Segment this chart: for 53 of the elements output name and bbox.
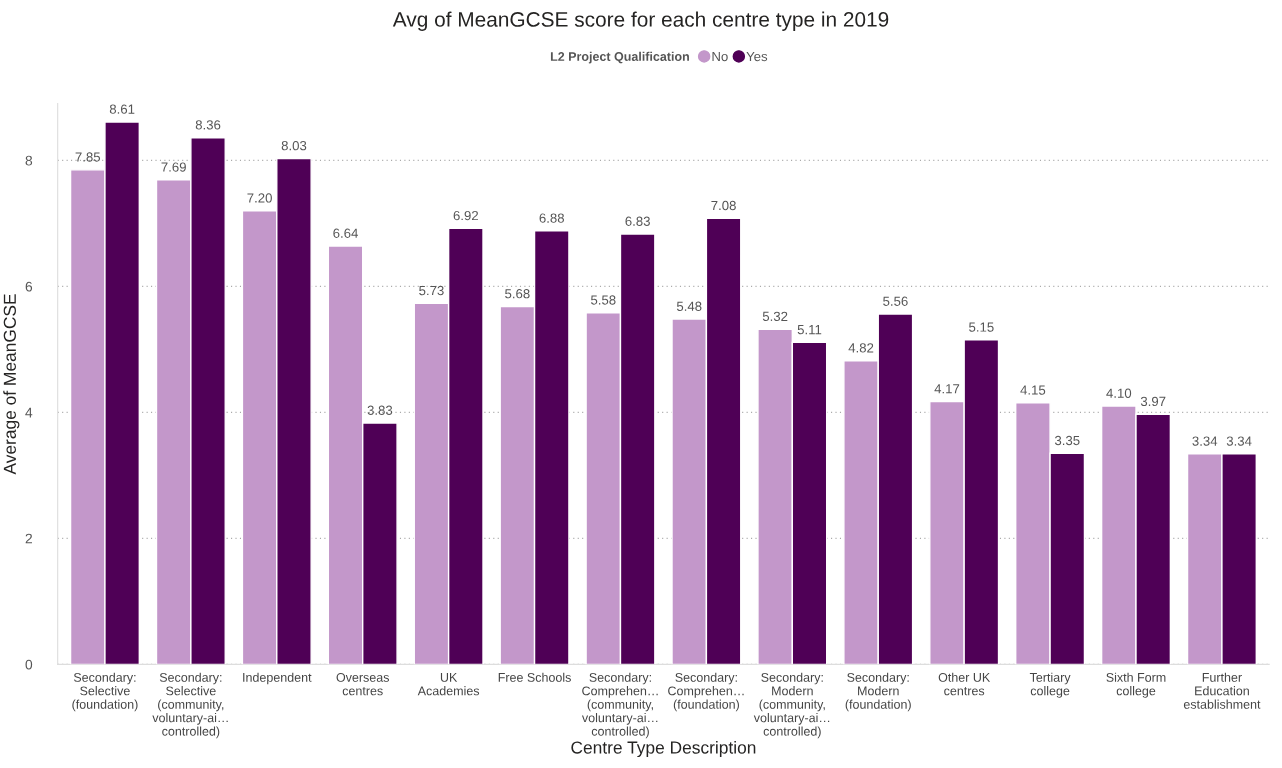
x-tick-label: Secondary: Selective (foundation): [72, 672, 138, 712]
legend-title: L2 Project Qualification: [550, 51, 689, 64]
y-tick-label: 2: [25, 533, 32, 544]
x-tick-label: Secondary: Selective (community, voluntary-ai… controlled): [152, 672, 228, 739]
data-label: 6.64: [333, 228, 358, 238]
data-label: 8.03: [281, 140, 307, 151]
x-tick-label: Tertiary college: [1029, 672, 1071, 698]
x-tick-label: Overseas centres: [336, 672, 390, 696]
y-tick-label: 8: [25, 155, 33, 166]
data-label: 5.48: [676, 301, 702, 311]
data-label: 7.08: [711, 200, 736, 211]
data-label: 5.58: [590, 295, 616, 305]
y-axis-title: Average of MeanGCSE: [3, 294, 20, 475]
data-label: 5.11: [797, 325, 822, 335]
data-label: 3.97: [1140, 396, 1166, 407]
data-label: 5.32: [762, 311, 788, 322]
chart-title: Avg of MeanGCSE score for each centre type in 2019: [392, 11, 889, 31]
legend-label: No: [712, 51, 728, 62]
data-label: 6.88: [539, 213, 564, 223]
data-label: 6.92: [453, 210, 478, 221]
y-tick-label: 0: [25, 659, 33, 670]
data-label: 5.15: [969, 322, 994, 332]
x-tick-label: Secondary: Modern (foundation): [845, 672, 911, 712]
data-label: 4.17: [934, 384, 960, 394]
data-label: 3.35: [1054, 435, 1080, 446]
data-label: 7.20: [247, 193, 272, 203]
data-label: 3.83: [367, 405, 393, 415]
x-tick-label: Secondary: Comprehen… (foundation): [668, 672, 744, 712]
x-axis-title: Centre Type Description: [571, 740, 756, 758]
legend-label: Yes: [746, 51, 768, 62]
data-label: 4.15: [1020, 385, 1046, 395]
data-label: 5.73: [419, 285, 444, 296]
data-label: 8.36: [195, 120, 221, 130]
data-label: 4.82: [848, 343, 874, 353]
y-tick-label: 4: [25, 407, 33, 418]
x-tick-label: Secondary: Comprehen… (community, voluntary-ai… controlled): [581, 672, 658, 739]
data-label: 4.10: [1106, 388, 1132, 398]
x-tick-label: Sixth Form college: [1106, 672, 1166, 698]
x-tick-label: Further Education establishment: [1183, 672, 1261, 709]
data-label: 7.85: [75, 152, 101, 162]
data-label: 3.34: [1192, 436, 1218, 446]
x-tick-label: Free Schools: [498, 672, 571, 682]
x-tick-label: Independent: [243, 672, 312, 685]
data-label: 7.69: [161, 162, 186, 172]
x-tick-label: UK Academies: [417, 673, 480, 696]
y-tick-label: 6: [25, 281, 33, 292]
data-label: 3.34: [1226, 436, 1252, 446]
data-label: 5.56: [883, 296, 908, 306]
x-tick-label: Secondary: Modern (community, voluntary-ai… controlled): [753, 672, 830, 739]
x-tick-label: Other UK centres: [938, 672, 991, 696]
data-label: 8.61: [109, 104, 135, 114]
data-label: 6.83: [625, 216, 650, 226]
data-label: 5.68: [505, 289, 530, 299]
